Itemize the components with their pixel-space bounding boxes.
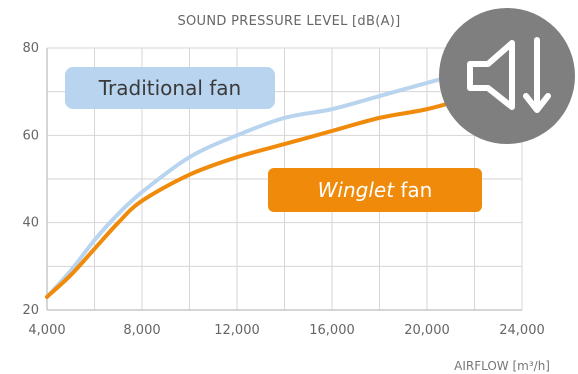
- icon-circle: [439, 8, 575, 144]
- y-tick-label: 80: [22, 41, 39, 56]
- x-tick-label: 24,000: [499, 323, 545, 338]
- y-tick-label: 40: [22, 216, 39, 231]
- legend-winglet-label: Winglet fan: [318, 178, 433, 202]
- legend-traditional-badge: [65, 67, 275, 109]
- legend-traditional-label: Traditional fan: [98, 76, 241, 100]
- series-line-winglet: [45, 94, 477, 299]
- series-line-traditional: [45, 67, 477, 299]
- speaker-shape: [467, 40, 515, 110]
- down-arrow-shape: [523, 37, 551, 113]
- legend-winglet-label-rest: fan: [394, 178, 432, 202]
- y-tick-label: 20: [22, 303, 39, 318]
- y-tick-label: 60: [22, 128, 39, 143]
- x-tick-label: 8,000: [123, 323, 160, 338]
- x-tick-label: 16,000: [309, 323, 355, 338]
- axes: [46, 48, 522, 311]
- legend-winglet-badge: [268, 168, 482, 212]
- x-tick-label: 20,000: [404, 323, 450, 338]
- legend-winglet-label-italic: Winglet: [318, 178, 396, 202]
- x-tick-label: 4,000: [28, 323, 65, 338]
- legend-winglet: Winglet fan: [268, 168, 482, 212]
- x-tick-label: 12,000: [214, 323, 260, 338]
- chart-title: SOUND PRESSURE LEVEL [dB(A)]: [177, 14, 400, 29]
- tick-labels: 20 40 60 80 4,000 8,000 12,000 16,000 20,000 24,0…: [22, 41, 544, 338]
- legend-traditional: Traditional fan: [65, 67, 275, 109]
- x-axis-label: AIRFLOW [m³/h]: [454, 359, 550, 373]
- series-lines: [45, 67, 477, 299]
- volume-down-icon: [439, 8, 575, 144]
